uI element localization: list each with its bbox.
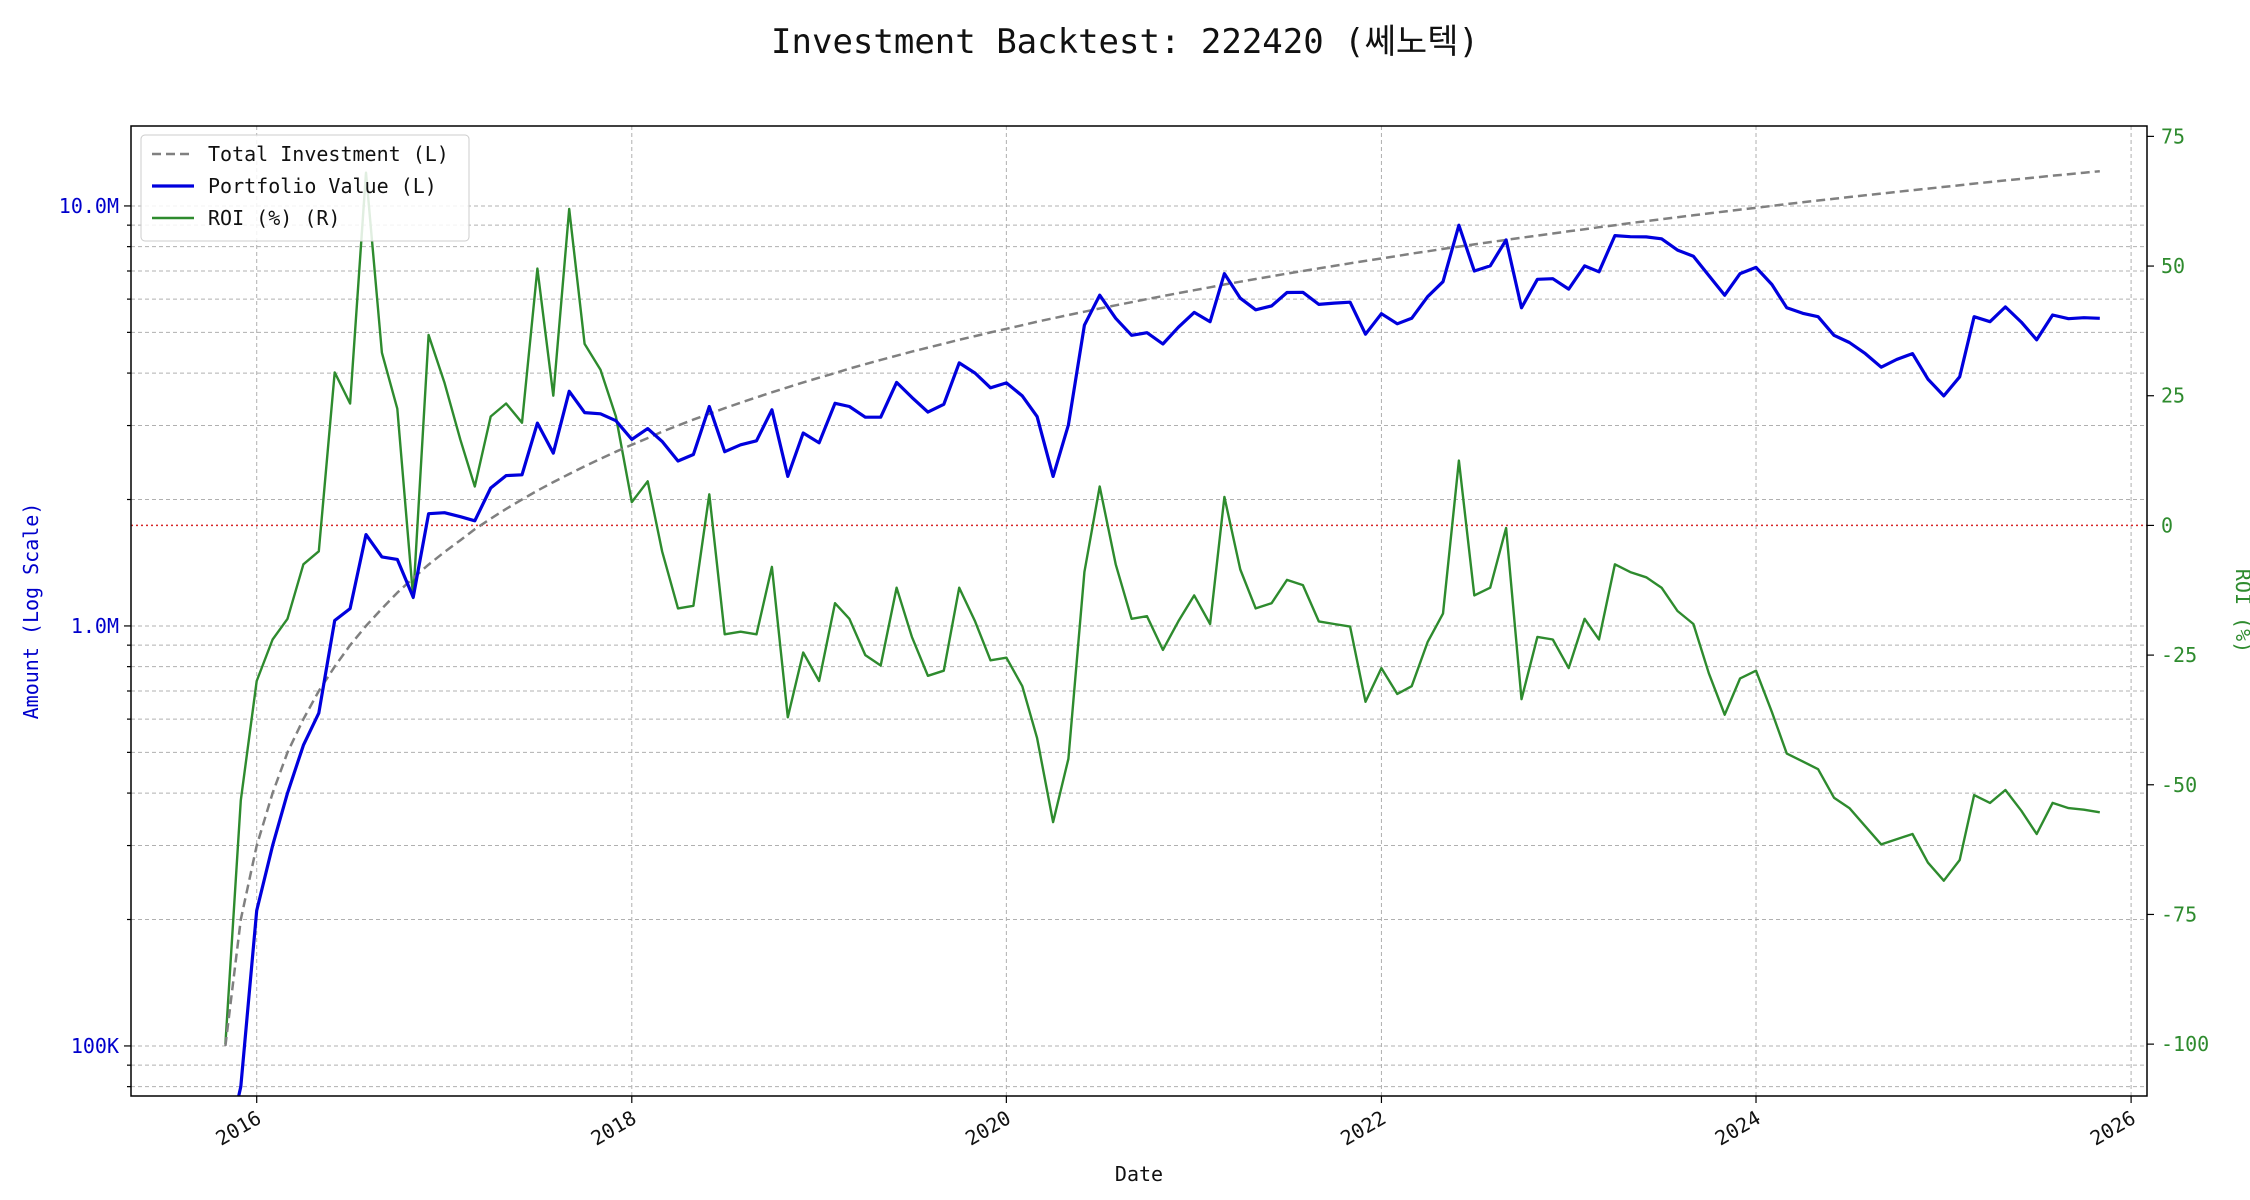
total-investment-line: [224, 169, 2100, 1047]
x-tick-label: 2026: [2086, 1106, 2140, 1151]
legend-box: [140, 134, 470, 242]
page-title: Investment Backtest: 222420 (쎄노텍): [771, 22, 1479, 62]
series-layer: [224, 169, 2100, 1096]
x-tick-label: 2018: [587, 1106, 641, 1151]
x-axis-label: Date: [1115, 1162, 1163, 1186]
right-tick-label: 75: [2161, 124, 2185, 148]
left-tick-label: 10.0M: [59, 194, 119, 218]
x-axis: 2016 2018 2020 2022 2024 2026: [211, 1096, 2140, 1151]
x-tick-label: 2022: [1336, 1106, 1390, 1151]
right-tick-label: -50: [2161, 773, 2197, 797]
x-tick-label: 2024: [1711, 1106, 1765, 1151]
right-tick-label: -100: [2161, 1032, 2209, 1056]
legend-label: Portfolio Value (L): [208, 174, 437, 198]
x-tick-label: 2016: [211, 1106, 265, 1151]
left-tick-label: 1.0M: [71, 614, 119, 638]
left-tick-label: 100K: [71, 1034, 119, 1058]
right-tick-label: 25: [2161, 384, 2185, 408]
right-tick-label: 0: [2161, 513, 2173, 537]
legend: Total Investment (L) Portfolio Value (L) R…: [140, 134, 470, 242]
roi-line: [224, 171, 2100, 1045]
right-tick-label: -25: [2161, 643, 2197, 667]
left-axis: 100K 1.0M 10.0M: [59, 194, 131, 1088]
portfolio-value-line: [237, 223, 2100, 1096]
x-tick-label: 2020: [961, 1106, 1015, 1151]
plot-frame: [130, 125, 2148, 1097]
right-axis: 75 50 25 0 -25 -50 -75 -100: [2147, 124, 2209, 1056]
left-axis-label: Amount (Log Scale): [19, 503, 43, 720]
grid-layer: [131, 126, 2147, 1096]
right-axis-label: ROI (%): [2231, 569, 2250, 653]
right-tick-label: 50: [2161, 254, 2185, 278]
legend-label: Total Investment (L): [208, 142, 449, 166]
right-tick-label: -75: [2161, 902, 2197, 926]
legend-label: ROI (%) (R): [208, 206, 340, 230]
